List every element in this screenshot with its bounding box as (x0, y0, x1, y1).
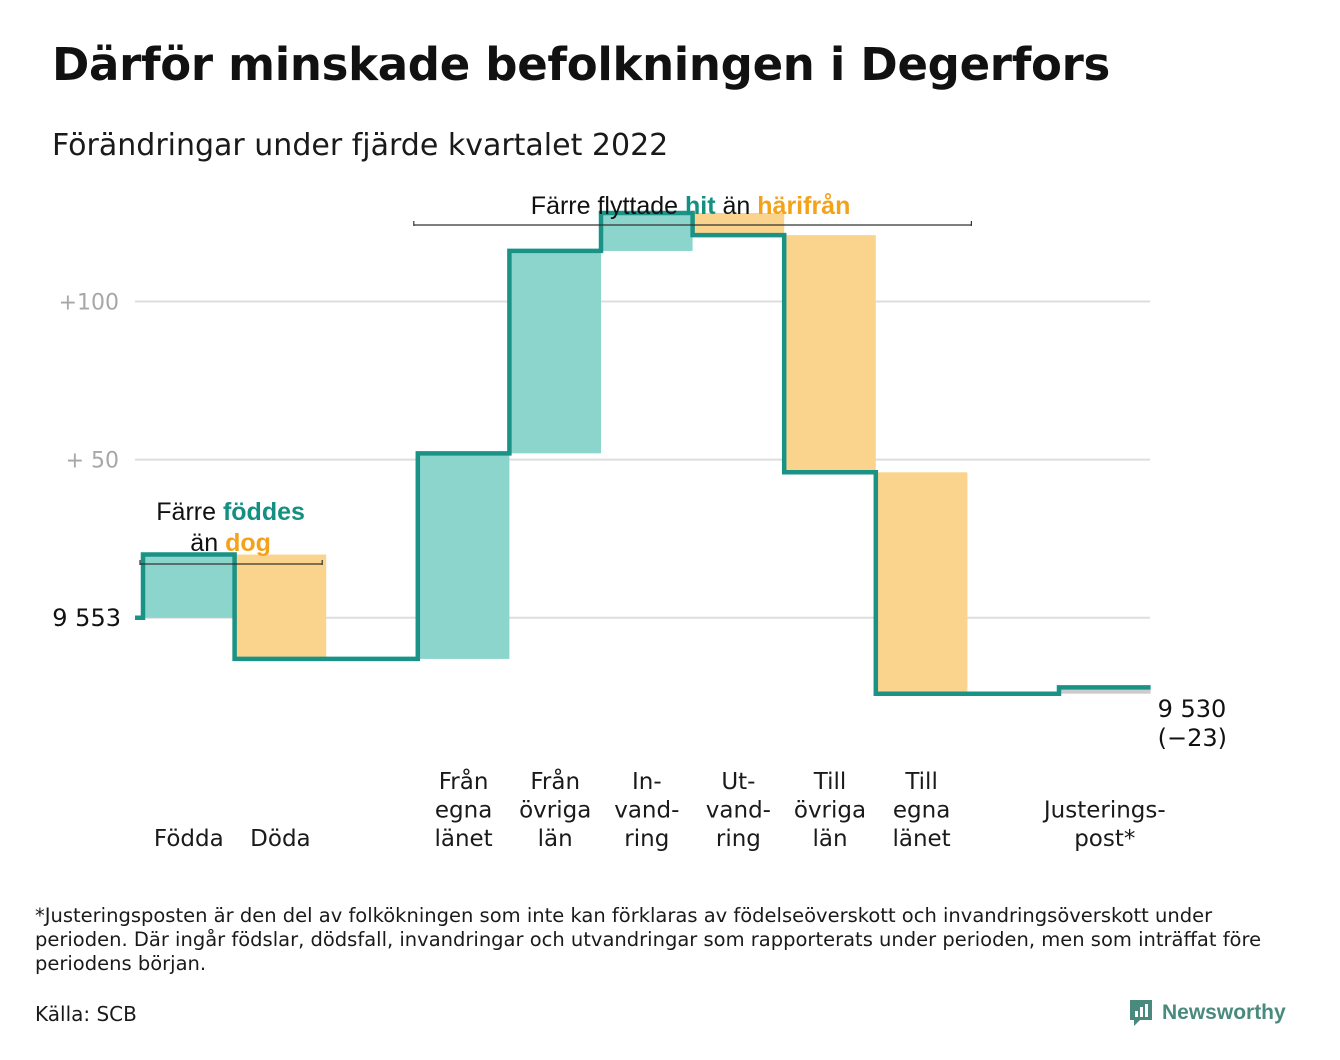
y-tick-label: +100 (59, 291, 119, 316)
bar (143, 554, 235, 618)
category-label: ring (716, 826, 761, 852)
annotation-emphasis: hit (685, 192, 716, 220)
bar (692, 213, 785, 236)
bar (784, 235, 876, 473)
bar (1059, 687, 1151, 694)
waterfall-chart: + 50 +100 9 553 9 530(−23) Födda Döda Från egna… (52, 192, 1227, 852)
category-label: post* (1074, 826, 1135, 852)
annotation-emphasis: föddes (223, 498, 305, 526)
category-label: Till (904, 769, 938, 795)
category-label: ring (624, 826, 669, 852)
step-lines (135, 210, 1151, 696)
category-label: Från (439, 767, 489, 795)
category-label: egna (893, 798, 950, 824)
category-label: Födda (154, 826, 224, 852)
annotation-emphasis: härifrån (757, 192, 850, 220)
category-label: vand- (614, 798, 679, 824)
category-label: länet (434, 826, 492, 852)
annotation-text: Färre (156, 498, 223, 526)
category-label: In- (632, 769, 662, 795)
bars (143, 213, 1151, 694)
category-label: län (812, 826, 847, 852)
annotation-text: än (716, 192, 758, 220)
logo-text: Newsworthy (1162, 1001, 1286, 1024)
category-label: Ut- (721, 769, 755, 795)
category-label: egna (435, 798, 492, 824)
category-label: övriga (794, 798, 866, 824)
annotation-emphasis: dog (225, 529, 271, 557)
source-note: Källa: SCB (35, 1002, 137, 1026)
category-label: Justerings- (1042, 798, 1166, 824)
births-annotation-line1: Färre föddes (156, 498, 305, 526)
change-label: (−23) (1158, 724, 1227, 752)
annotations: Färre föddes än dog Färre flyttade hit än … (139, 192, 973, 565)
category-label: övriga (519, 798, 591, 824)
category-label: Till (813, 769, 847, 795)
bar (875, 472, 968, 694)
chart-subtitle: Förändringar under fjärde kvartalet 2022 (52, 128, 669, 163)
migration-annotation: Färre flyttade hit än härifrån (531, 192, 851, 220)
bar (234, 554, 327, 659)
category-label: Från (530, 767, 580, 795)
bar (509, 250, 601, 454)
bar (417, 453, 510, 659)
labels: + 50 +100 9 553 9 530(−23) Födda Döda Från egna… (52, 291, 1227, 852)
newsworthy-logo-icon (1130, 1000, 1152, 1026)
category-label: länet (892, 826, 950, 852)
step-line (135, 210, 1151, 696)
category-label: län (538, 826, 573, 852)
bar (601, 213, 693, 251)
footnote: *Justeringsposten är den del av folkökni… (35, 904, 1262, 975)
y-tick-label: + 50 (66, 449, 119, 474)
annotation-text: än (190, 529, 225, 557)
end-value-label: 9 530 (1158, 695, 1227, 723)
births-annotation-line2: än dog (190, 529, 271, 557)
chart-title: Därför minskade befolkningen i Degerfors (52, 38, 1110, 91)
category-label: vand- (706, 798, 771, 824)
annotation-text: Färre flyttade (531, 192, 685, 220)
category-label: Döda (250, 826, 310, 852)
newsworthy-logo[interactable]: Newsworthy (1128, 998, 1286, 1028)
start-value-label: 9 553 (52, 604, 121, 632)
